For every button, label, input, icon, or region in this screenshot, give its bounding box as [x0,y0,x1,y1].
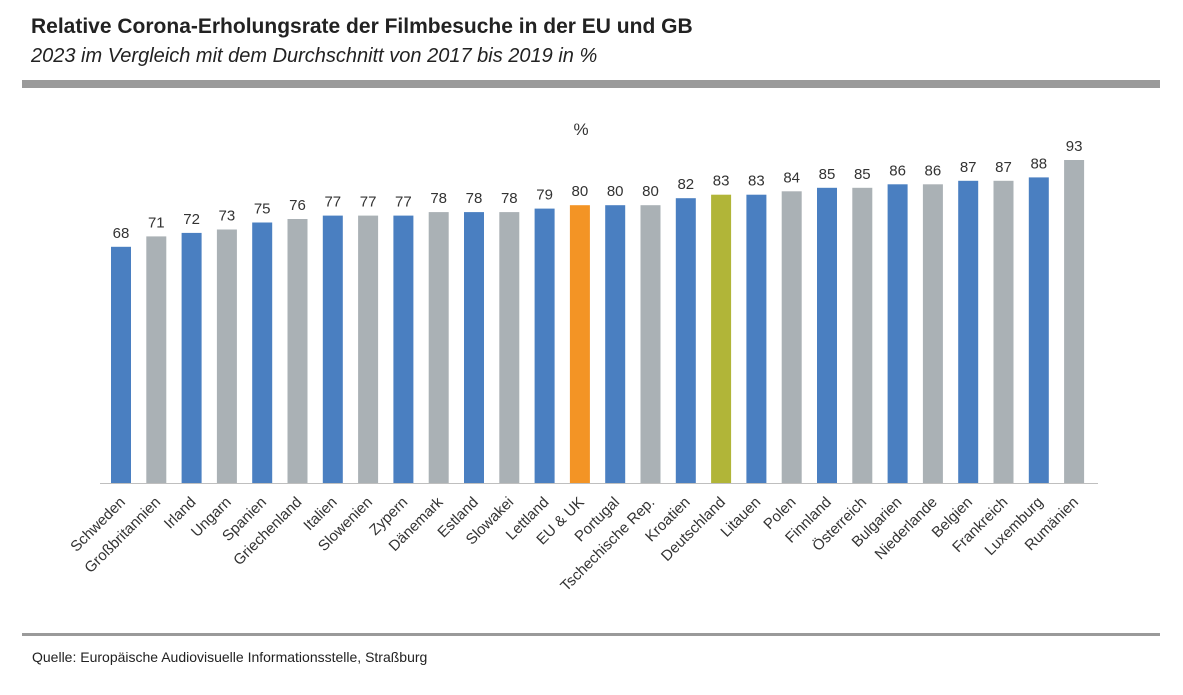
bar-portugal [605,205,626,483]
value-label: 79 [536,187,553,204]
value-label: 83 [713,173,730,190]
value-label: 77 [360,194,377,211]
value-label: 83 [748,173,765,190]
bar-tschechische-rep- [640,205,661,483]
bar-italien [322,215,343,483]
value-label: 86 [889,162,906,179]
value-label: 84 [783,169,800,186]
bar-lettland [534,208,555,483]
bar-polen [781,191,802,484]
bar-irland [181,232,202,483]
value-label: 71 [148,214,165,231]
value-label: 78 [466,190,483,207]
bar-bulgarien [887,184,908,484]
value-label: 78 [501,190,518,207]
bar-eu-uk [569,205,590,483]
bar-österreich [852,187,873,484]
value-label: 80 [642,183,659,200]
value-label: 72 [183,211,200,228]
value-label: 77 [395,194,412,211]
bar-slowenien [358,215,379,483]
value-label: 93 [1066,138,1083,155]
value-label: 68 [113,225,130,242]
bar-rumänien [1064,160,1085,483]
bottom-divider [22,633,1160,636]
value-label: 88 [1030,155,1047,172]
bar-deutschland [711,194,732,483]
bar-zypern [393,215,414,483]
value-label: 76 [289,197,306,214]
value-label: 80 [607,183,624,200]
value-label: 75 [254,201,271,218]
value-label: 80 [572,183,589,200]
bar-schweden [111,246,131,483]
value-label: 87 [960,159,977,176]
value-label: 82 [677,176,694,193]
bar-finnland [817,187,837,484]
bar-belgien [958,180,979,484]
value-label: 77 [324,194,341,211]
value-label: 78 [430,190,447,207]
bar-frankreich [993,180,1014,484]
value-label: 85 [854,166,871,183]
bar-luxemburg [1028,177,1049,483]
bar-griechenland [287,219,308,483]
source-note: Quelle: Europäische Audiovisuelle Inform… [32,649,428,665]
bar-estland [464,212,484,483]
bar-litauen [746,194,767,483]
chart-subtitle: 2023 im Vergleich mit dem Durchschnitt v… [31,45,598,67]
bar-kroatien [675,198,696,483]
value-label: 85 [819,166,836,183]
top-divider [22,80,1160,88]
bar-ungarn [216,229,237,483]
category-label: Litauen [717,494,764,541]
bar-dänemark [428,212,449,483]
value-label: 73 [219,208,236,225]
value-label: 87 [995,159,1012,176]
bar-spanien [252,222,273,483]
value-label: 86 [925,162,942,179]
bar-niederlande [922,184,943,484]
chart-title: Relative Corona-Erholungsrate der Filmbe… [31,15,693,38]
bar-großbritannien [146,236,167,483]
bar-slowakei [499,212,520,483]
unit-label: % [573,120,588,139]
